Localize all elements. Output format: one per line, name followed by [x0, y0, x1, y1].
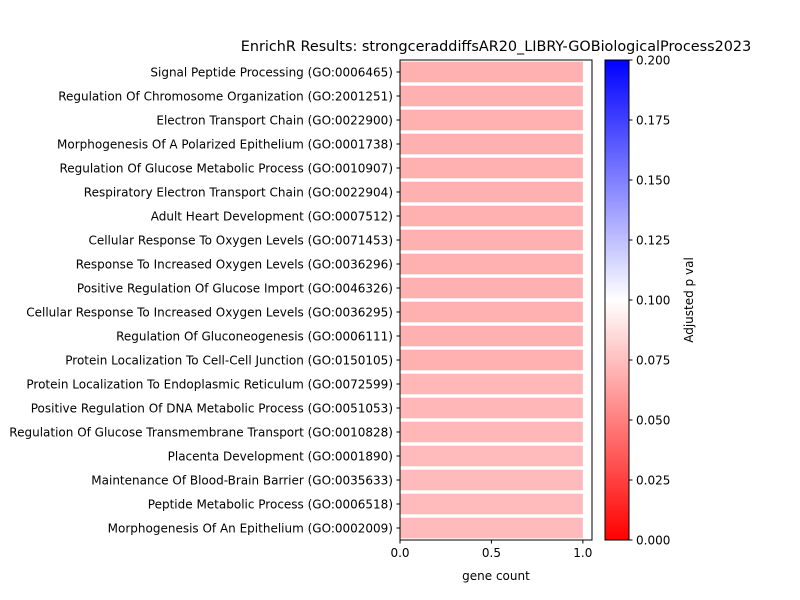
category-label: Positive Regulation Of DNA Metabolic Pro…	[31, 402, 393, 416]
bar	[400, 325, 583, 347]
colorbar-label: Adjusted p val	[682, 257, 696, 343]
bar	[400, 253, 583, 275]
bar	[400, 109, 583, 131]
category-label: Adult Heart Development (GO:0007512)	[151, 210, 393, 224]
category-label: Maintenance Of Blood-Brain Barrier (GO:0…	[91, 474, 393, 488]
bar	[400, 277, 583, 299]
colorbar-tick-label: 0.100	[636, 294, 670, 308]
category-label: Regulation Of Glucose Transmembrane Tran…	[9, 426, 393, 440]
colorbar-tick-label: 0.025	[636, 474, 670, 488]
bar	[400, 157, 583, 179]
bar	[400, 133, 583, 155]
bar	[400, 229, 583, 251]
bar	[400, 85, 583, 107]
colorbar	[604, 59, 630, 541]
bar	[400, 349, 583, 371]
category-label: Regulation Of Chromosome Organization (G…	[58, 90, 393, 104]
category-label: Respiratory Electron Transport Chain (GO…	[84, 186, 393, 200]
bar	[400, 181, 583, 203]
colorbar-tick-label: 0.050	[636, 414, 670, 428]
category-label: Electron Transport Chain (GO:0022900)	[156, 114, 393, 128]
bar	[400, 397, 583, 419]
bar	[400, 493, 583, 515]
category-label: Signal Peptide Processing (GO:0006465)	[150, 66, 393, 80]
category-label: Cellular Response To Oxygen Levels (GO:0…	[88, 234, 393, 248]
bar	[400, 301, 583, 323]
bar	[400, 445, 583, 467]
x-tick-label: 1.0	[573, 546, 592, 560]
bar	[400, 61, 583, 83]
bar	[400, 469, 583, 491]
colorbar-tick-label: 0.200	[636, 54, 670, 68]
colorbar-tick-label: 0.075	[636, 354, 670, 368]
category-label: Morphogenesis Of An Epithelium (GO:00020…	[108, 522, 393, 536]
category-label: Response To Increased Oxygen Levels (GO:…	[76, 258, 393, 272]
colorbar-ticks-group: 0.000 0.025 0.050 0.075 0.100 0.125 0.150 0.175…	[629, 54, 670, 548]
colorbar-tick-label: 0.150	[636, 174, 670, 188]
category-label: Placenta Development (GO:0001890)	[168, 450, 393, 464]
category-label: Morphogenesis Of A Polarized Epithelium …	[57, 138, 393, 152]
bar	[400, 517, 583, 539]
category-label: Cellular Response To Increased Oxygen Le…	[26, 306, 393, 320]
x-axis-label: gene count	[462, 569, 530, 583]
colorbar-tick-label: 0.000	[636, 534, 670, 548]
category-label: Positive Regulation Of Glucose Import (G…	[77, 282, 393, 296]
category-label: Peptide Metabolic Process (GO:0006518)	[148, 498, 393, 512]
plot-frame	[399, 59, 593, 541]
bar	[400, 421, 583, 443]
category-labels-group: Signal Peptide Processing (GO:0006465) Re…	[9, 66, 400, 536]
category-label: Regulation Of Gluconeogenesis (GO:000611…	[116, 330, 393, 344]
bars-group	[400, 61, 583, 539]
category-label: Regulation Of Glucose Metabolic Process …	[59, 162, 393, 176]
colorbar-tick-label: 0.175	[636, 114, 670, 128]
x-tick-label: 0.5	[482, 546, 501, 560]
category-label: Protein Localization To Endoplasmic Reti…	[26, 378, 393, 392]
colorbar-tick-label: 0.125	[636, 234, 670, 248]
bar	[400, 205, 583, 227]
bar	[400, 373, 583, 395]
chart-title: EnrichR Results: strongceraddiffsAR20_LI…	[241, 39, 752, 55]
x-ticks-group: 0.0 0.5 1.0	[390, 540, 592, 560]
x-tick-label: 0.0	[390, 546, 409, 560]
category-label: Protein Localization To Cell-Cell Juncti…	[65, 354, 393, 368]
